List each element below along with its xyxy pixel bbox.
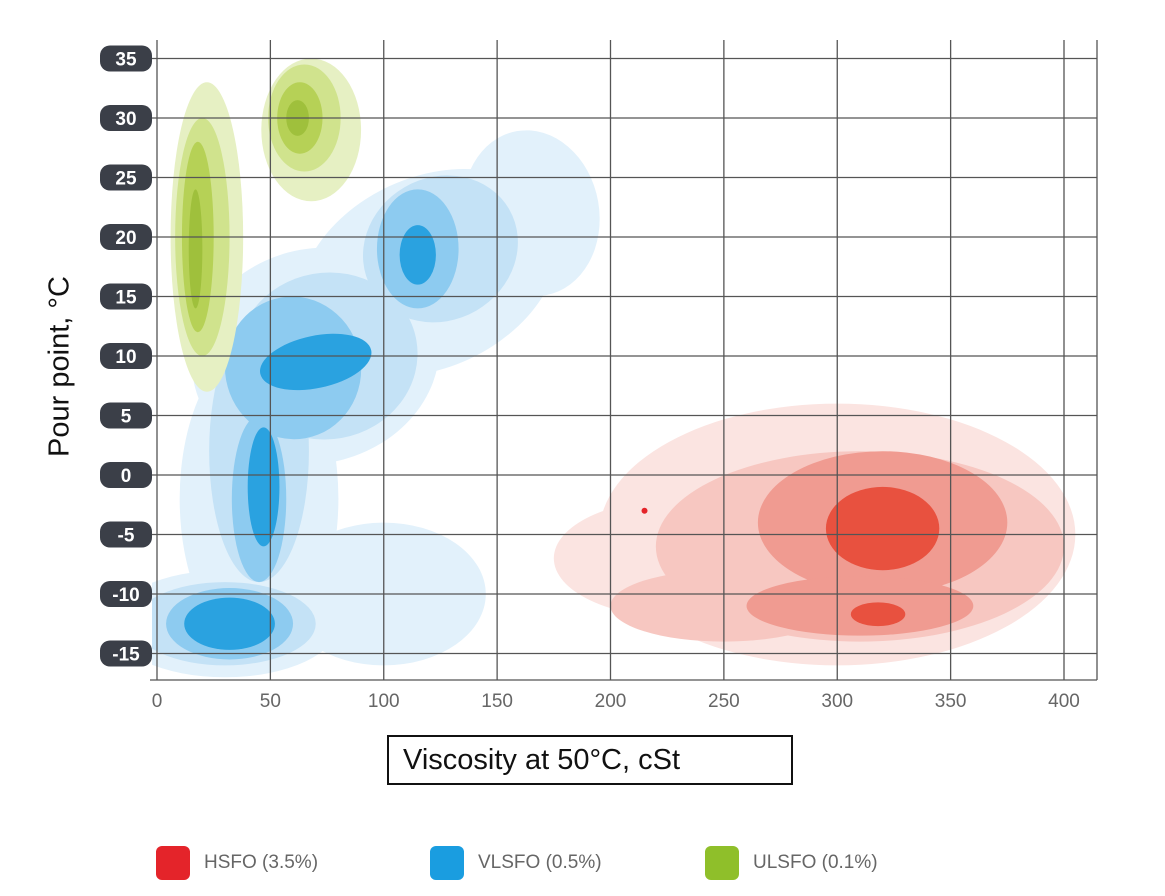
- grid: [150, 40, 1098, 681]
- y-tick-label: 30: [115, 109, 136, 130]
- contour-hsfo-level-4: [825, 486, 940, 571]
- x-tick-label: 150: [481, 691, 513, 712]
- y-tick-pill: [100, 343, 152, 369]
- contour-ulsfo-level-4: [188, 189, 203, 309]
- y-tick-pill: [100, 462, 152, 488]
- contour-layer: [152, 58, 1076, 678]
- hsfo-swatch: [156, 846, 190, 880]
- contour-vlsfo-level-4: [184, 597, 275, 650]
- x-tick-label: 50: [260, 691, 281, 712]
- contour-vlsfo-level-4: [260, 333, 372, 391]
- x-tick-label: 200: [595, 691, 627, 712]
- legend-item-hsfo: HSFO (3.5%): [156, 846, 318, 880]
- y-tick-label: -5: [118, 526, 135, 547]
- y-tick-label: 10: [115, 347, 136, 368]
- y-tick-pill: [100, 224, 152, 250]
- y-tick-pill: [100, 164, 152, 191]
- x-tick-label: 250: [708, 691, 740, 712]
- ulsfo-swatch: [705, 846, 739, 880]
- y-axis-label: Pour point, °C: [43, 276, 76, 457]
- contour-vlsfo-level-4: [247, 427, 280, 547]
- y-tick-pill: [100, 105, 152, 131]
- y-tick-pill: [100, 581, 152, 607]
- x-axis-label: Viscosity at 50°C, cSt: [387, 735, 793, 785]
- y-tick-pill: [100, 402, 152, 429]
- y-tick-label: 0: [121, 466, 132, 487]
- vlsfo-swatch: [430, 846, 464, 880]
- y-tick-pill: [100, 640, 152, 667]
- y-tick-label: 15: [115, 288, 137, 309]
- legend-label: HSFO (3.5%): [204, 852, 319, 873]
- x-tick-label: 400: [1048, 691, 1080, 712]
- data-point: [641, 507, 648, 514]
- y-tick-label: 20: [115, 228, 136, 249]
- x-tick-label: 0: [152, 691, 163, 712]
- x-tick-label: 100: [368, 691, 400, 712]
- y-tick-label: -15: [112, 645, 140, 666]
- y-tick-label: -10: [112, 585, 139, 606]
- y-tick-label: 5: [121, 407, 132, 428]
- contour-vlsfo-level-4: [399, 225, 436, 285]
- y-tick-pill: [100, 521, 152, 548]
- y-tick-pill: [100, 45, 152, 72]
- legend-item-vlsfo: VLSFO (0.5%): [430, 846, 602, 880]
- legend-label: ULSFO (0.1%): [753, 852, 878, 873]
- legend-item-ulsfo: ULSFO (0.1%): [705, 846, 878, 880]
- x-tick-label: 350: [935, 691, 967, 712]
- contour-hsfo-level-4: [850, 602, 906, 627]
- legend-label: VLSFO (0.5%): [478, 852, 602, 873]
- y-tick-label: 35: [115, 50, 137, 71]
- x-tick-label: 300: [821, 691, 853, 712]
- y-tick-label: 25: [115, 169, 137, 190]
- y-tick-pill: [100, 283, 152, 310]
